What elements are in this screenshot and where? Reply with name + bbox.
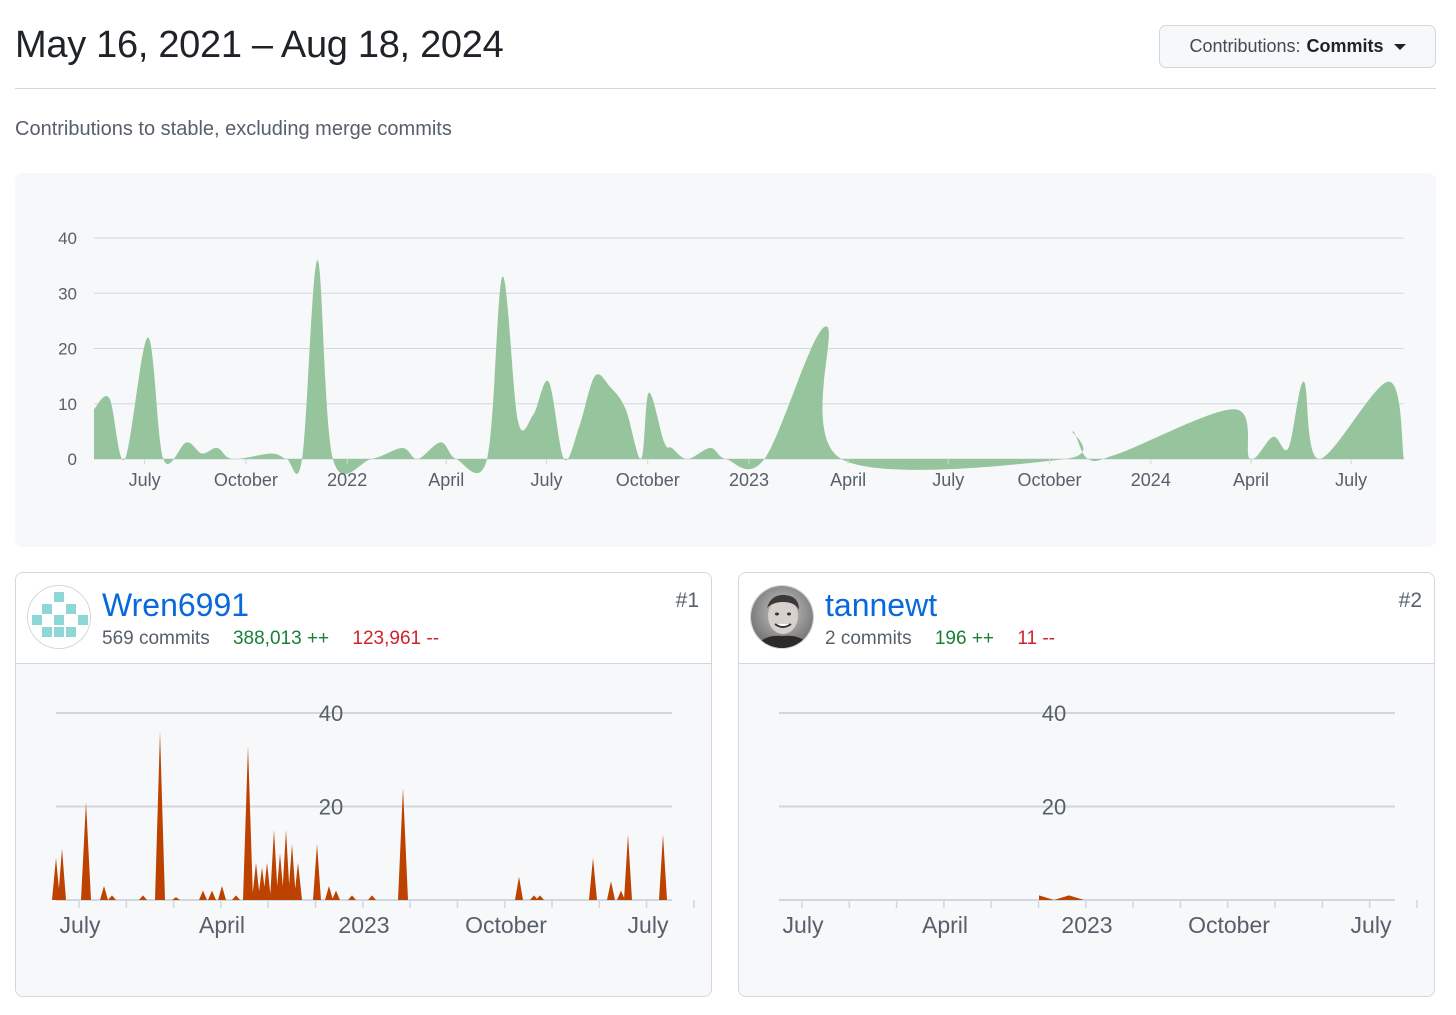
x-tick-label: April (1233, 470, 1269, 490)
x-tick-label: July (783, 912, 824, 938)
y-tick-label: 40 (58, 229, 77, 248)
contributor-username-link[interactable]: tannewt (825, 587, 938, 623)
main-chart-svg: 0 10 20 30 40 July October 2022 April July October… (58, 229, 1404, 490)
x-tick-label: July (1351, 912, 1392, 938)
contributor-card-1: Wren6991 569 commits 388,013 ++ 123,961 … (15, 572, 712, 997)
x-tick-label: July (1335, 470, 1367, 490)
chart-subtitle: Contributions to stable, excluding merge… (15, 118, 452, 140)
identicon-icon (28, 586, 90, 648)
contributor-rank: #1 (675, 589, 699, 612)
x-tick-label: 2024 (1131, 470, 1171, 490)
overall-contributions-chart: 0 10 20 30 40 July October 2022 April July October… (15, 173, 1436, 547)
x-tick-label: July (932, 470, 964, 490)
y-tick-label: 10 (58, 395, 77, 414)
contributor-chart-svg: 20 40 July April 2023 October July (779, 701, 1418, 938)
y-tick-label: 30 (58, 284, 77, 303)
contributor-chart-area: 20 40 July April 2023 October July (16, 664, 711, 996)
y-tick-label: 40 (1042, 701, 1066, 726)
commit-count[interactable]: 569 commits (102, 628, 210, 649)
x-tick-label: 2022 (327, 470, 367, 490)
contributor-card-header: Wren6991 569 commits 388,013 ++ 123,961 … (16, 573, 711, 664)
y-tick-label: 20 (58, 340, 77, 359)
x-tick-label: July (530, 470, 562, 490)
contributor-chart-svg: 20 40 July April 2023 October July (52, 701, 695, 938)
x-tick-label: July (129, 470, 161, 490)
x-tick-label: October (1018, 470, 1082, 490)
x-tick-label: 2023 (1061, 912, 1112, 938)
dropdown-value: Commits (1306, 36, 1384, 56)
y-tick-label: 0 (68, 450, 77, 469)
x-tick-label: October (616, 470, 680, 490)
contributor-chart-area: 20 40 July April 2023 October July (739, 664, 1434, 996)
caret-down-icon (1393, 43, 1406, 50)
contributor-card-header: tannewt 2 commits 196 ++ 11 -- #2 (739, 573, 1434, 664)
additions-count: 388,013 ++ (232, 628, 330, 649)
x-tick-label: April (830, 470, 866, 490)
commits-area (52, 731, 672, 900)
x-tick-label: 2023 (338, 912, 389, 938)
commits-area (94, 260, 1404, 475)
y-tick-label: 20 (1042, 795, 1066, 820)
contributor-username-link[interactable]: Wren6991 (102, 587, 250, 623)
commit-count[interactable]: 2 commits (825, 628, 912, 649)
contributions-type-dropdown[interactable]: Contributions: Commits (1159, 25, 1436, 68)
additions-count: 196 ++ (934, 628, 995, 649)
contributor-stats: 2 commits 196 ++ 11 -- (825, 628, 1055, 650)
x-tick-label: October (1188, 912, 1270, 938)
y-tick-label: 20 (319, 795, 343, 820)
x-tick-label: April (199, 912, 245, 938)
x-tick-label: April (922, 912, 968, 938)
x-tick-label: October (214, 470, 278, 490)
page-header: May 16, 2021 – Aug 18, 2024 Contribution… (15, 0, 1436, 89)
x-tick-label: 2023 (729, 470, 769, 490)
x-tick-label: July (60, 912, 101, 938)
x-tick-label: April (428, 470, 464, 490)
commits-area (1039, 895, 1084, 900)
contributor-stats: 569 commits 388,013 ++ 123,961 -- (102, 628, 439, 650)
deletions-count: 123,961 -- (352, 628, 440, 649)
x-tick-label: October (465, 912, 547, 938)
avatar[interactable] (750, 585, 814, 649)
contributor-card-2: tannewt 2 commits 196 ++ 11 -- #2 20 40 Ju… (738, 572, 1435, 997)
contributor-rank: #2 (1398, 589, 1422, 612)
y-tick-label: 40 (319, 701, 343, 726)
avatar[interactable] (27, 585, 91, 649)
x-tick-label: July (628, 912, 669, 938)
user-photo-icon (751, 586, 813, 648)
deletions-count: 11 -- (1017, 628, 1055, 649)
date-range-title: May 16, 2021 – Aug 18, 2024 (15, 24, 504, 66)
dropdown-prefix: Contributions: (1189, 36, 1301, 56)
